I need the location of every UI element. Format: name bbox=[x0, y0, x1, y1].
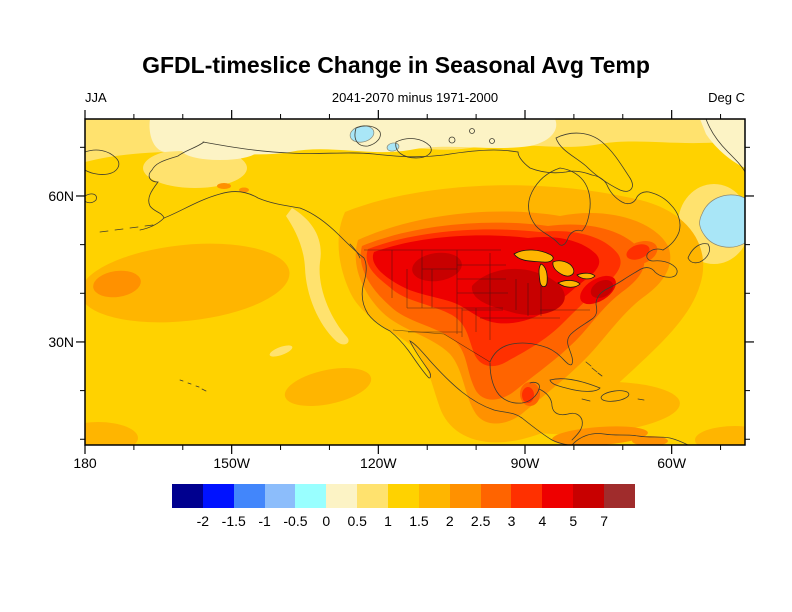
colorbar-cell bbox=[388, 484, 419, 508]
map-fill-layers bbox=[85, 119, 745, 445]
colorbar-cell bbox=[264, 484, 296, 508]
colorbar-tick-label: 0.5 bbox=[347, 513, 367, 529]
colorbar-tick-label: 4 bbox=[538, 513, 547, 529]
colorbar-tick-label: 0 bbox=[322, 513, 331, 529]
units-label: Deg C bbox=[708, 90, 745, 105]
axis-ticks bbox=[76, 110, 754, 454]
great-lakes bbox=[513, 249, 596, 288]
colorbar-cell bbox=[326, 484, 358, 508]
x-tick-label: 120W bbox=[360, 455, 397, 471]
y-tick-label: 30N bbox=[48, 333, 74, 350]
colorbar-tick-label: 3 bbox=[507, 513, 516, 529]
colorbar-tick-label: 5 bbox=[569, 513, 578, 529]
chart-title: GFDL-timeslice Change in Seasonal Avg Te… bbox=[142, 52, 650, 78]
colorbar-tick-label: 1.5 bbox=[409, 513, 429, 529]
x-tick-label: 180 bbox=[73, 455, 97, 471]
x-tick-label: 90W bbox=[510, 455, 540, 471]
colorbar-tick-label: 2.5 bbox=[470, 513, 491, 529]
coastlines-layer bbox=[85, 119, 745, 445]
colorbar-cell bbox=[511, 484, 543, 508]
colorbar-cell bbox=[418, 484, 450, 508]
colorbar-cell bbox=[233, 484, 265, 508]
x-tick-label: 150W bbox=[213, 455, 250, 471]
colorbar-tick-label: 2 bbox=[445, 513, 454, 529]
colorbar-cell bbox=[202, 484, 234, 508]
colorbar-tick-label: 7 bbox=[600, 513, 609, 529]
map-frame bbox=[84, 118, 746, 446]
colorbar-cell bbox=[295, 484, 327, 508]
state-borders-layer bbox=[364, 249, 590, 363]
colorbar-tick-label: -2 bbox=[196, 513, 210, 529]
colorbar-tick-label: -1.5 bbox=[221, 513, 246, 529]
colorbar-cell bbox=[449, 484, 481, 508]
colorbar-tick-label: -0.5 bbox=[283, 513, 308, 529]
colorbar-cell bbox=[542, 484, 574, 508]
cooling-patches bbox=[349, 125, 745, 248]
season-label: JJA bbox=[85, 90, 107, 105]
contour-band-gold-streaks bbox=[633, 290, 745, 382]
colorbar-tick-label: -1 bbox=[258, 513, 271, 529]
colorbar-tick-label: 1 bbox=[384, 513, 392, 529]
y-tick-label: 60N bbox=[48, 187, 74, 204]
colorbar-cell bbox=[604, 484, 635, 508]
colorbar bbox=[172, 484, 635, 508]
period-label: 2041-2070 minus 1971-2000 bbox=[331, 90, 499, 105]
colorbar-cell bbox=[480, 484, 512, 508]
colorbar-cell bbox=[573, 484, 605, 508]
colorbar-cell bbox=[172, 484, 203, 508]
colorbar-cell bbox=[357, 484, 389, 508]
x-tick-label: 60W bbox=[657, 455, 687, 471]
